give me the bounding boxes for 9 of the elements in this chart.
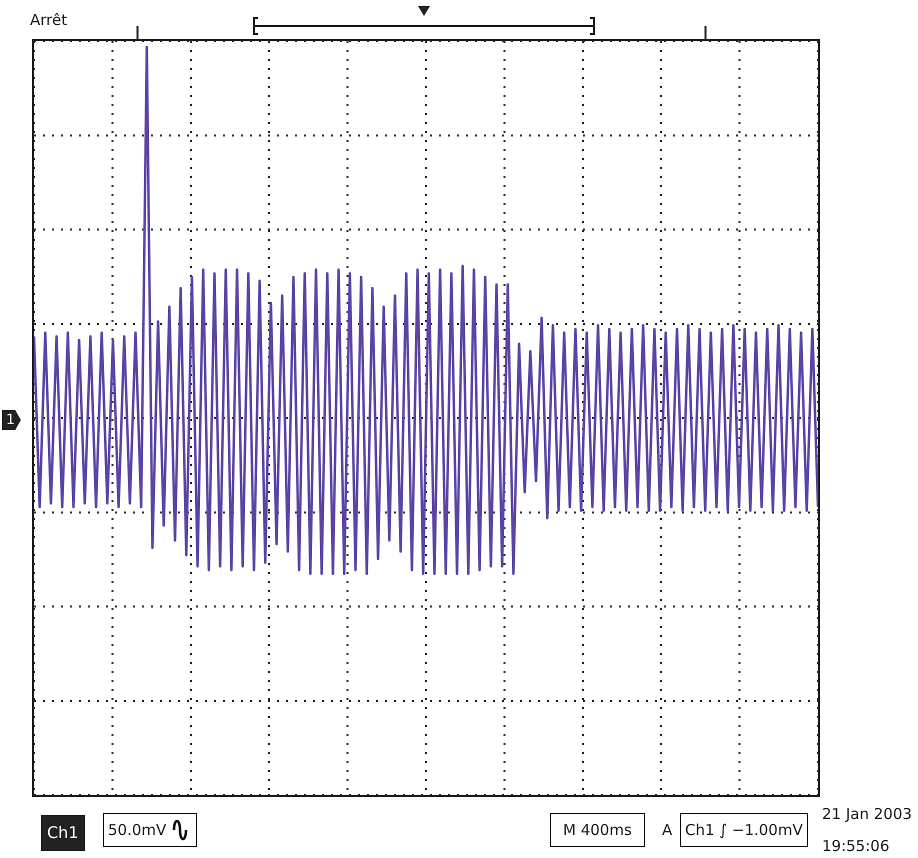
text: Ch1 ∫ −1.00mV [680,813,808,847]
text: M 400ms [550,813,645,847]
text: 50.0mV [103,813,198,847]
text: 21 Jan 2003 [822,804,912,824]
text: 19:55:06 [822,836,890,856]
text: A [662,820,672,840]
text: Ch1 [41,815,84,851]
text: 1 [2,410,21,430]
text: Arrêt [30,10,68,30]
